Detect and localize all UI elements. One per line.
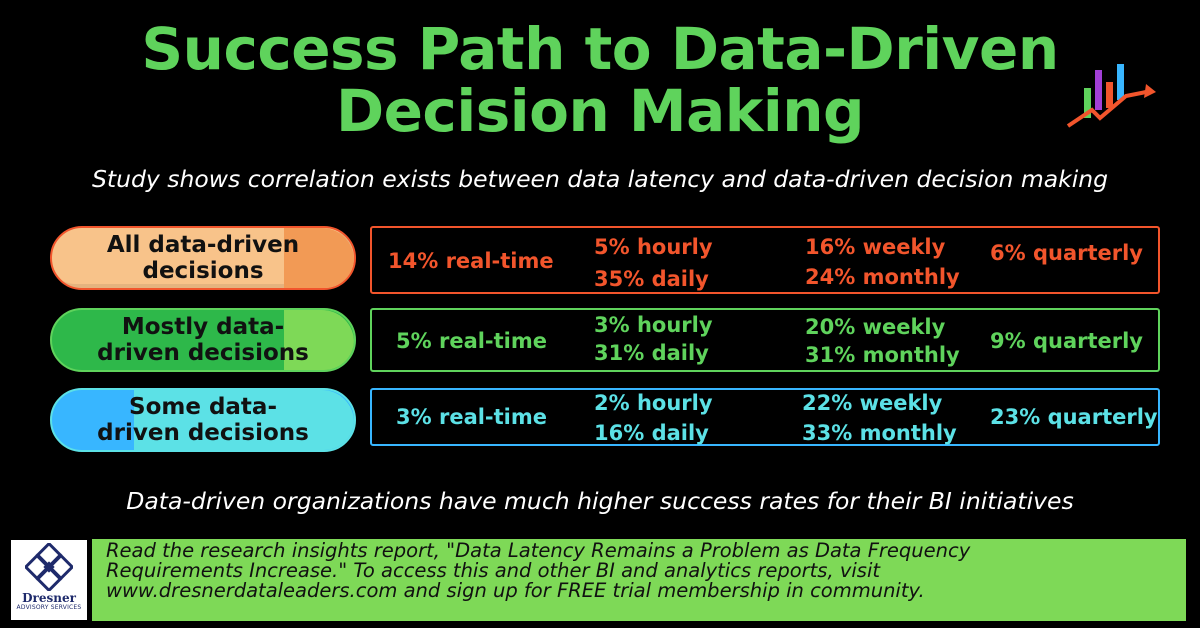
- stat-daily: 35% daily: [594, 267, 709, 291]
- stat-daily: 31% daily: [594, 341, 709, 365]
- pill-mostly-data-driven: Mostly data-driven decisions: [50, 308, 356, 372]
- bar-chart-trend-icon: [1066, 64, 1156, 128]
- row-all-data-driven: All data-driven decisions 14% real-time …: [0, 226, 1200, 300]
- stat-hourly: 3% hourly: [594, 313, 713, 337]
- stats-box-mostly: 5% real-time 3% hourly 31% daily 20% wee…: [370, 308, 1160, 372]
- row-some-data-driven: Some data-driven decisions 3% real-time …: [0, 388, 1200, 462]
- logo-subtitle: ADVISORY SERVICES: [16, 604, 82, 611]
- logo-name: Dresner: [22, 591, 76, 605]
- page-title: Success Path to Data-Driven Decision Mak…: [0, 18, 1200, 142]
- stat-daily: 16% daily: [594, 421, 709, 445]
- stat-weekly: 20% weekly: [805, 315, 946, 339]
- pill-label: All data-driven decisions: [106, 232, 300, 284]
- pill-label: Mostly data-driven decisions: [97, 314, 309, 366]
- bottom-note: Data-driven organizations have much high…: [126, 487, 1074, 515]
- row-mostly-data-driven: Mostly data-driven decisions 5% real-tim…: [0, 308, 1200, 382]
- stat-monthly: 24% monthly: [805, 265, 960, 289]
- stat-real-time: 5% real-time: [396, 329, 548, 353]
- stat-monthly: 33% monthly: [802, 421, 957, 445]
- pill-all-data-driven: All data-driven decisions: [50, 226, 356, 290]
- dresner-logo: Dresner ADVISORY SERVICES: [11, 540, 87, 620]
- stat-quarterly: 6% quarterly: [990, 241, 1143, 265]
- dresner-knot-logo-icon: [25, 543, 73, 591]
- pill-some-data-driven: Some data-driven decisions: [50, 388, 356, 452]
- stat-real-time: 14% real-time: [388, 249, 554, 273]
- stat-quarterly: 9% quarterly: [990, 329, 1143, 353]
- cta-line-2: Requirements Increase." To access this a…: [106, 559, 881, 582]
- stat-weekly: 16% weekly: [805, 235, 946, 259]
- stat-weekly: 22% weekly: [802, 391, 943, 415]
- stat-hourly: 2% hourly: [594, 391, 713, 415]
- cta-line-1: Read the research insights report, "Data…: [106, 539, 971, 562]
- page-title-line-1: Success Path to Data-Driven: [141, 15, 1059, 83]
- stat-hourly: 5% hourly: [594, 235, 713, 259]
- subtitle: Study shows correlation exists between d…: [91, 165, 1109, 193]
- cta-box: Read the research insights report, "Data…: [92, 539, 1186, 621]
- stats-box-all: 14% real-time 5% hourly 35% daily 16% we…: [370, 226, 1160, 294]
- page-title-line-2: Decision Making: [335, 77, 865, 145]
- cta-line-3: www.dresnerdataleaders.com and sign up f…: [106, 579, 925, 602]
- stat-quarterly: 23% quarterly: [990, 405, 1158, 429]
- pill-label: Some data-driven decisions: [97, 394, 309, 446]
- stats-box-some: 3% real-time 2% hourly 16% daily 22% wee…: [370, 388, 1160, 446]
- stat-monthly: 31% monthly: [805, 343, 960, 367]
- stat-real-time: 3% real-time: [396, 405, 548, 429]
